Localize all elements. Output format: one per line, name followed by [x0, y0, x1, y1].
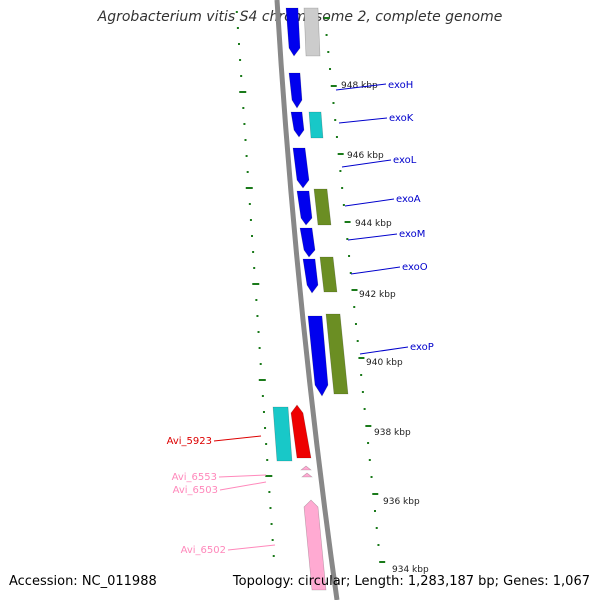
leader-line	[341, 159, 392, 168]
gene-arrow-exol	[292, 147, 310, 189]
gene-arrow-avi6502	[303, 499, 327, 591]
gene-arrow-exom	[299, 227, 316, 258]
gene-arrow-avi5923	[290, 404, 312, 459]
gene-label: Avi_6502	[181, 545, 226, 556]
gene-arrow-exoh	[288, 72, 303, 109]
gene-box-exok	[308, 111, 324, 139]
inner-tick-track	[235, 11, 275, 557]
gene-label: exoM	[399, 229, 425, 240]
leader-line	[227, 544, 276, 551]
leader-line	[359, 346, 409, 355]
map-title: Agrobacterium vitis S4 chromosome 2, com…	[97, 9, 503, 25]
gene-label: exoH	[388, 80, 413, 91]
gene-label: Avi_5923	[167, 436, 212, 447]
gene-arrow-avi6503	[301, 472, 313, 478]
leader-line	[344, 198, 395, 207]
outer-tick-track	[323, 17, 386, 563]
genome-summary: Topology: circular; Length: 1,283,187 bp…	[232, 574, 590, 589]
gene-box-exoo	[319, 256, 338, 293]
gene-labels: exoH exoK exoL exoA exoM exoO exoP Avi_5923 Avi_…	[167, 80, 434, 556]
leader-line	[350, 266, 401, 275]
gene-label: exoL	[393, 155, 417, 166]
accession-text: Accession: NC_011988	[9, 574, 157, 589]
gene-label: exoK	[389, 113, 414, 124]
gene-box-exop	[325, 313, 349, 395]
genome-backbone	[274, 0, 340, 600]
scale-label: 948 kbp	[341, 81, 378, 91]
gene-label: exoO	[402, 262, 428, 273]
gene-arrow-exoo	[302, 258, 319, 294]
leader-line	[335, 83, 387, 91]
leader-line	[213, 435, 262, 442]
gene-box-avi5923-a	[272, 406, 293, 462]
scale-label: 934 kbp	[392, 565, 429, 575]
scale-label: 942 kbp	[359, 290, 396, 300]
gene-label: exoP	[410, 342, 434, 353]
gene-track	[272, 7, 349, 591]
scale-label: 946 kbp	[347, 151, 384, 161]
gene-arrow-exoa	[296, 190, 313, 226]
gene-arrow-exok-a	[290, 111, 305, 138]
gene-box-top-gray	[303, 7, 321, 57]
gene-label: Avi_6553	[172, 472, 217, 483]
gene-arrow-avi6553	[300, 465, 312, 471]
scale-label: 940 kbp	[366, 358, 403, 368]
leader-line	[347, 233, 398, 241]
gene-label: exoA	[396, 194, 421, 205]
gene-arrow-exop	[307, 315, 329, 397]
leader-line	[338, 117, 388, 124]
gene-arrow-top-blue	[285, 7, 301, 57]
gene-label: Avi_6503	[173, 485, 218, 496]
scale-labels: 948 kbp 946 kbp 944 kbp 942 kbp 940 kbp 938 k…	[341, 81, 429, 575]
scale-label: 938 kbp	[374, 428, 411, 438]
scale-label: 936 kbp	[383, 497, 420, 507]
leader-line	[218, 474, 267, 478]
gene-box-exoa	[313, 188, 332, 226]
leader-line	[219, 481, 267, 491]
scale-label: 944 kbp	[355, 219, 392, 229]
